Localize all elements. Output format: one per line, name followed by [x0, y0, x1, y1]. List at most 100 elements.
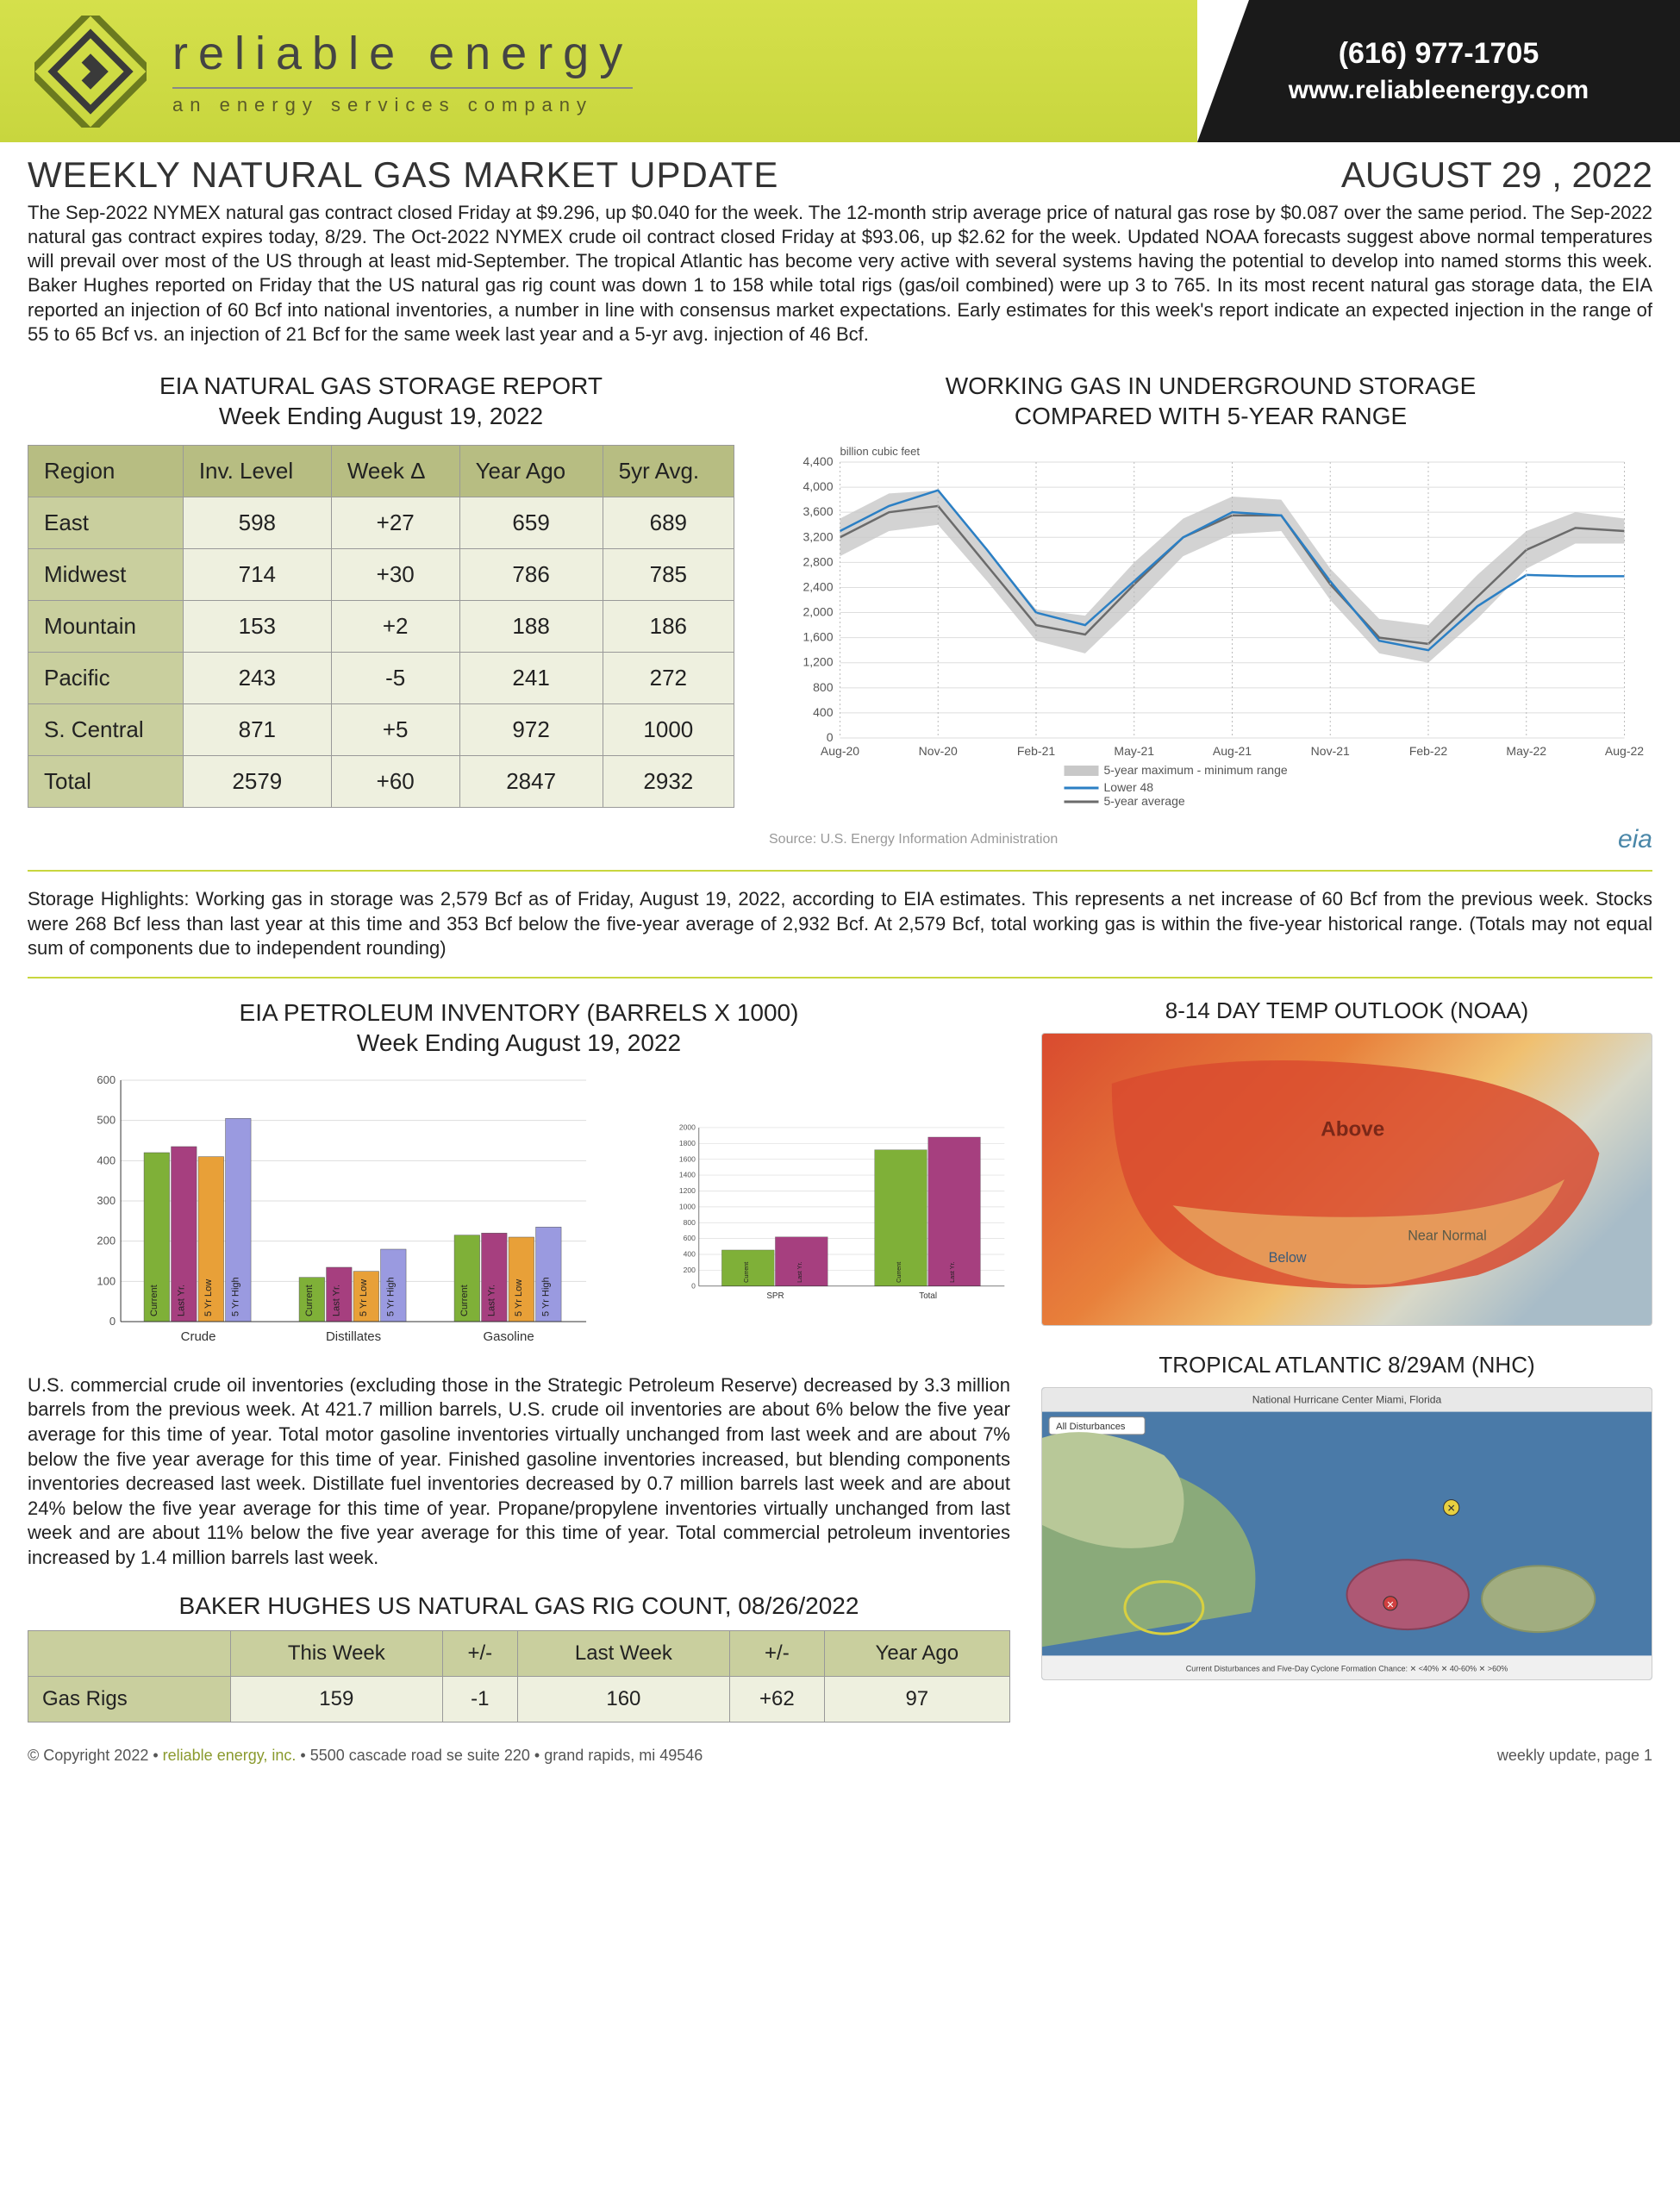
svg-text:4,400: 4,400 — [803, 454, 833, 468]
eia-logo-icon: eia — [1618, 825, 1652, 854]
rig-count-block: BAKER HUGHES US NATURAL GAS RIG COUNT, 0… — [28, 1592, 1010, 1722]
company-text: reliable energy an energy services compa… — [172, 27, 633, 116]
svg-text:Current: Current — [742, 1261, 750, 1282]
svg-text:500: 500 — [97, 1113, 116, 1126]
svg-text:400: 400 — [97, 1154, 116, 1166]
svg-text:Nov-20: Nov-20 — [919, 744, 958, 758]
title-row: WEEKLY NATURAL GAS MARKET UPDATE AUGUST … — [28, 154, 1652, 196]
page-title: WEEKLY NATURAL GAS MARKET UPDATE — [28, 154, 778, 196]
company-logo-icon — [34, 16, 147, 128]
svg-text:All Disturbances: All Disturbances — [1056, 1422, 1126, 1432]
svg-text:1600: 1600 — [679, 1154, 696, 1163]
header-contact: (616) 977-1705 www.reliableenergy.com — [1197, 0, 1680, 142]
tropical-atlantic-map: National Hurricane Center Miami, Florida… — [1041, 1387, 1652, 1680]
rig-table: This Week+/-Last Week+/-Year AgoGas Rigs… — [28, 1630, 1010, 1722]
svg-text:National Hurricane Center Mia: National Hurricane Center Miami, Florida — [1252, 1393, 1442, 1405]
svg-text:0: 0 — [691, 1281, 696, 1290]
footer-left: © Copyright 2022 • reliable energy, inc.… — [28, 1747, 703, 1765]
svg-text:Feb-22: Feb-22 — [1409, 744, 1448, 758]
svg-text:1,200: 1,200 — [803, 655, 833, 669]
svg-text:3,200: 3,200 — [803, 529, 833, 543]
petro-title: EIA PETROLEUM INVENTORY (BARRELS X 1000)… — [28, 997, 1010, 1058]
svg-text:0: 0 — [827, 730, 834, 744]
storage-report: EIA NATURAL GAS STORAGE REPORTWeek Endin… — [28, 371, 734, 854]
svg-text:2000: 2000 — [679, 1122, 696, 1131]
svg-text:Current: Current — [304, 1285, 315, 1316]
temp-map-title: 8-14 DAY TEMP OUTLOOK (NOAA) — [1041, 997, 1652, 1024]
svg-text:Aug-20: Aug-20 — [821, 744, 859, 758]
maps-block: 8-14 DAY TEMP OUTLOOK (NOAA) Above Near … — [1041, 997, 1652, 1723]
svg-text:5-year average: 5-year average — [1104, 794, 1185, 808]
storage-title: EIA NATURAL GAS STORAGE REPORTWeek Endin… — [28, 371, 734, 431]
page-date: AUGUST 29 , 2022 — [1341, 154, 1652, 196]
intro-paragraph: The Sep-2022 NYMEX natural gas contract … — [28, 201, 1652, 347]
svg-text:Last Yr.: Last Yr. — [486, 1285, 497, 1316]
svg-text:400: 400 — [813, 705, 834, 719]
tropical-map-title: TROPICAL ATLANTIC 8/29AM (NHC) — [1041, 1352, 1652, 1379]
svg-text:2,800: 2,800 — [803, 554, 833, 568]
svg-text:5-year maximum - minimum range: 5-year maximum - minimum range — [1104, 763, 1288, 777]
svg-text:Current: Current — [459, 1285, 470, 1316]
petro-chart-left: 0100200300400500600CurrentLast Yr.5 Yr L… — [28, 1072, 645, 1365]
svg-text:5 Yr High: 5 Yr High — [230, 1277, 240, 1316]
svg-text:✕: ✕ — [1447, 1502, 1456, 1514]
svg-text:5 Yr Low: 5 Yr Low — [203, 1279, 214, 1316]
contact-website: www.reliableenergy.com — [1289, 76, 1589, 105]
gas-chart-svg: 0 400 800 1,200 1,600 2,000 2,400 2,800 3,200 3,6… — [769, 445, 1652, 816]
svg-text:Crude: Crude — [181, 1329, 216, 1344]
petro-text: U.S. commercial crude oil inventories (e… — [28, 1373, 1010, 1571]
petroleum-block: EIA PETROLEUM INVENTORY (BARRELS X 1000)… — [28, 997, 1010, 1723]
eia-source-row: Source: U.S. Energy Information Administ… — [769, 825, 1652, 854]
svg-text:Current: Current — [149, 1285, 159, 1316]
svg-text:600: 600 — [684, 1234, 696, 1242]
svg-text:Feb-21: Feb-21 — [1017, 744, 1056, 758]
svg-text:Aug-21: Aug-21 — [1213, 744, 1252, 758]
svg-text:Distillates: Distillates — [326, 1329, 381, 1344]
petro-chart-right: 0200400600800100012001400160018002000Cur… — [671, 1072, 1010, 1365]
eia-source-text: Source: U.S. Energy Information Administ… — [769, 832, 1058, 847]
page-header: reliable energy an energy services compa… — [0, 0, 1680, 142]
svg-text:Aug-22: Aug-22 — [1605, 744, 1644, 758]
storage-highlights: Storage Highlights: Working gas in stora… — [28, 887, 1652, 961]
svg-text:2,400: 2,400 — [803, 579, 833, 593]
footer-right: weekly update, page 1 — [1497, 1747, 1652, 1765]
svg-text:billion cubic feet: billion cubic feet — [840, 445, 921, 458]
svg-text:800: 800 — [684, 1218, 696, 1227]
svg-text:100: 100 — [97, 1274, 116, 1287]
svg-text:Nov-21: Nov-21 — [1311, 744, 1350, 758]
svg-text:0: 0 — [109, 1315, 116, 1328]
gas-chart-title: WORKING GAS IN UNDERGROUND STORAGECOMPAR… — [769, 371, 1652, 431]
svg-text:Lower 48: Lower 48 — [1104, 780, 1154, 794]
svg-text:200: 200 — [684, 1266, 696, 1274]
svg-text:800: 800 — [813, 680, 834, 694]
svg-text:200: 200 — [97, 1234, 116, 1247]
svg-text:Near Normal: Near Normal — [1408, 1228, 1487, 1243]
svg-text:1800: 1800 — [679, 1139, 696, 1147]
svg-text:May-21: May-21 — [1114, 744, 1154, 758]
company-tagline: an energy services company — [172, 87, 633, 116]
svg-text:Above: Above — [1321, 1117, 1384, 1141]
svg-text:Below: Below — [1269, 1250, 1307, 1266]
svg-text:SPR: SPR — [766, 1291, 784, 1301]
svg-text:5 Yr Low: 5 Yr Low — [514, 1279, 524, 1316]
gas-storage-chart: WORKING GAS IN UNDERGROUND STORAGECOMPAR… — [769, 371, 1652, 854]
svg-text:1,600: 1,600 — [803, 630, 833, 644]
svg-text:2,000: 2,000 — [803, 604, 833, 618]
svg-text:Last Yr.: Last Yr. — [331, 1285, 341, 1316]
svg-text:Gasoline: Gasoline — [483, 1329, 534, 1344]
svg-text:400: 400 — [684, 1249, 696, 1258]
svg-text:1000: 1000 — [679, 1202, 696, 1210]
svg-text:5 Yr High: 5 Yr High — [385, 1277, 396, 1316]
page-footer: © Copyright 2022 • reliable energy, inc.… — [0, 1722, 1680, 1780]
svg-text:3,600: 3,600 — [803, 504, 833, 518]
divider — [28, 870, 1652, 872]
svg-text:Total: Total — [919, 1291, 937, 1301]
contact-phone: (616) 977-1705 — [1339, 37, 1539, 71]
rig-title: BAKER HUGHES US NATURAL GAS RIG COUNT, 0… — [28, 1592, 1010, 1620]
svg-text:300: 300 — [97, 1194, 116, 1207]
svg-text:✕: ✕ — [1386, 1600, 1394, 1610]
svg-text:1200: 1200 — [679, 1186, 696, 1195]
svg-text:5 Yr High: 5 Yr High — [540, 1277, 551, 1316]
company-name: reliable energy — [172, 27, 633, 80]
temp-outlook-map: Above Near Normal Below — [1041, 1033, 1652, 1326]
